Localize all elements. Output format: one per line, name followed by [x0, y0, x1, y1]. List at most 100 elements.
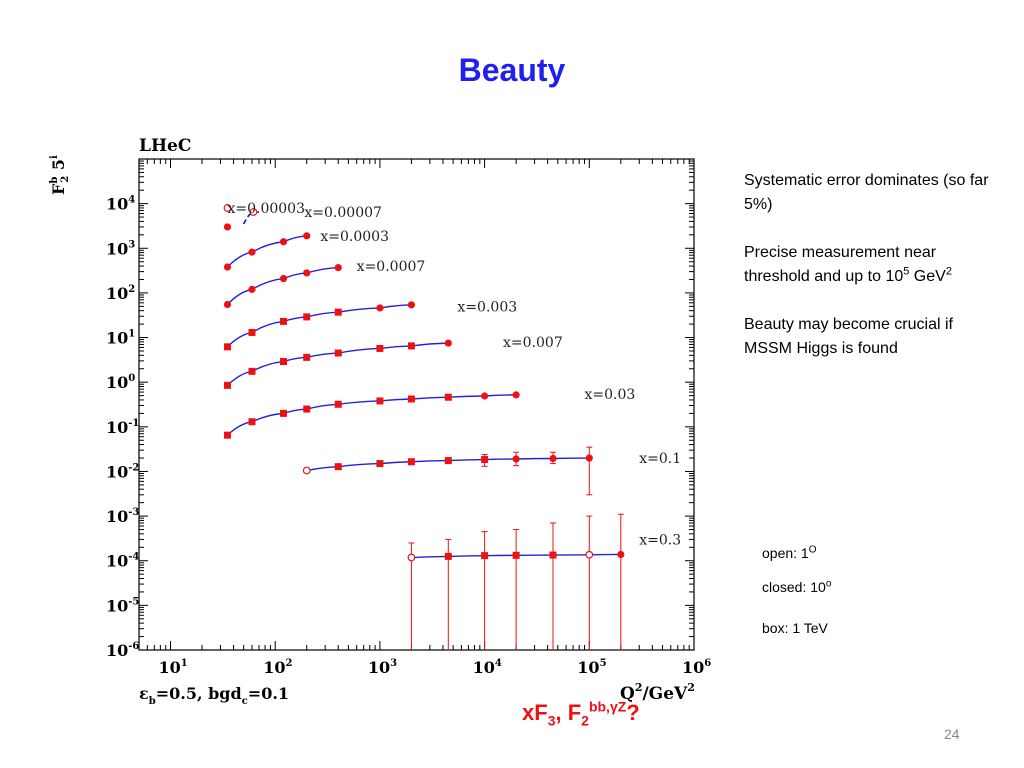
- x-tick-label: 105: [577, 658, 606, 677]
- x-tick-labels: 101 102 103 104 105 106: [159, 658, 712, 677]
- series-label: x=0.0003: [320, 229, 389, 245]
- closed-marker: [512, 455, 520, 463]
- box-marker: [444, 552, 452, 560]
- open-marker: [407, 553, 416, 562]
- box-marker: [303, 313, 311, 321]
- closed-marker: [334, 263, 342, 272]
- box-marker: [444, 457, 452, 465]
- closed-marker: [549, 454, 557, 463]
- open-marker: [223, 204, 232, 212]
- box-marker: [223, 381, 231, 389]
- note-systematic: Systematic error dominates (so far 5%): [744, 172, 989, 213]
- open-marker: [249, 208, 258, 216]
- page-number: 24: [944, 726, 960, 742]
- series-curve: [226, 266, 339, 305]
- closed-marker: [303, 269, 311, 277]
- error-bars: [408, 446, 624, 650]
- closed-marker: [279, 238, 288, 246]
- closed-marker: [407, 301, 416, 309]
- series-label: x=0.003: [457, 299, 517, 315]
- box-marker: [334, 463, 342, 471]
- box-marker: [280, 409, 288, 417]
- closed-marker: [223, 223, 232, 231]
- x-axis-label: Q2/GeV2: [620, 681, 695, 704]
- closed-marker: [512, 391, 520, 399]
- y-tick-label: 10-4: [106, 552, 139, 571]
- series-curve: [226, 304, 412, 348]
- series-label: x=0.00003: [227, 201, 305, 217]
- closed-marker: [303, 232, 311, 240]
- bottom-question: xF3, F2bb,γZ?: [522, 698, 640, 729]
- y-tick-label: 10-6: [106, 641, 139, 660]
- box-marker: [407, 395, 415, 403]
- side-notes: Systematic error dominates (so far 5%) P…: [744, 169, 1004, 385]
- series-label: x=0.3: [639, 532, 681, 548]
- closed-marker: [617, 550, 625, 559]
- box-marker: [407, 342, 415, 350]
- series-curve: [226, 235, 307, 268]
- box-marker: [334, 308, 342, 316]
- closed-marker: [279, 274, 288, 283]
- series-curve: [226, 342, 449, 386]
- y-tick-label: 102: [106, 284, 135, 303]
- x-tick-label: 104: [473, 658, 502, 677]
- y-axis-label: Fb2 5i: [49, 155, 71, 195]
- slide-title: Beauty: [458, 52, 566, 88]
- box-marker: [334, 400, 342, 408]
- closed-marker: [248, 248, 256, 256]
- note-mssm: Beauty may become crucial if MSSM Higgs …: [744, 316, 953, 357]
- box-marker: [303, 405, 311, 413]
- box-marker: [376, 397, 384, 405]
- box-marker: [481, 552, 489, 560]
- series-labels: x=0.00003 x=0.00007 x=0.0003 x=0.0007 x=0.00…: [227, 201, 681, 548]
- y-tick-labels: 104 103 102 101 100 10-1 10-2 10-3 10-4 10-5 10-6: [106, 195, 139, 660]
- box-marker: [512, 551, 520, 559]
- box-marker: [334, 349, 342, 357]
- data-markers: [223, 204, 625, 562]
- series-label: x=0.0007: [357, 259, 426, 275]
- series-label: x=0.00007: [304, 205, 382, 221]
- closed-marker: [223, 263, 232, 271]
- note-precise: Precise measurement near threshold and u…: [744, 244, 952, 285]
- box-marker: [280, 358, 288, 366]
- y-tick-label: 10-3: [106, 507, 139, 526]
- box-marker: [248, 418, 256, 426]
- box-marker: [376, 344, 384, 352]
- box-marker: [223, 431, 231, 439]
- x-tick-label: 102: [263, 658, 292, 677]
- y-tick-label: 104: [106, 195, 135, 214]
- closed-marker: [376, 304, 384, 312]
- legend-closed: closed: 10o: [762, 578, 832, 595]
- open-marker: [585, 550, 594, 559]
- box-marker: [280, 317, 288, 325]
- box-marker: [549, 551, 557, 559]
- closed-marker: [481, 392, 489, 400]
- y-tick-label: 10-1: [106, 418, 139, 437]
- series-label: x=0.03: [585, 387, 636, 403]
- chart-footnote: εb=0.5, bgdc=0.1: [139, 684, 289, 707]
- box-marker: [444, 393, 452, 401]
- closed-marker: [585, 454, 593, 462]
- x-tick-label: 101: [159, 658, 188, 677]
- y-tick-label: 10-2: [106, 462, 139, 481]
- box-marker: [248, 328, 256, 336]
- box-marker: [481, 456, 489, 464]
- box-marker: [376, 460, 384, 468]
- legend-box: box: 1 TeV: [762, 620, 828, 636]
- box-marker: [223, 343, 231, 351]
- y-tick-label: 10-5: [106, 596, 139, 615]
- series-curve: [227, 394, 517, 436]
- chart-title: LHeC: [139, 136, 191, 156]
- series-label: x=0.007: [503, 335, 563, 351]
- box-marker: [303, 353, 311, 361]
- box-marker: [407, 458, 415, 466]
- closed-marker: [248, 285, 256, 293]
- plot-frame: [138, 158, 695, 651]
- axis-ticks: [138, 158, 695, 651]
- y-tick-label: 100: [106, 373, 135, 392]
- series-curve: [242, 211, 254, 225]
- series-label: x=0.1: [639, 451, 681, 467]
- closed-marker: [444, 339, 452, 347]
- x-tick-label: 106: [682, 658, 711, 677]
